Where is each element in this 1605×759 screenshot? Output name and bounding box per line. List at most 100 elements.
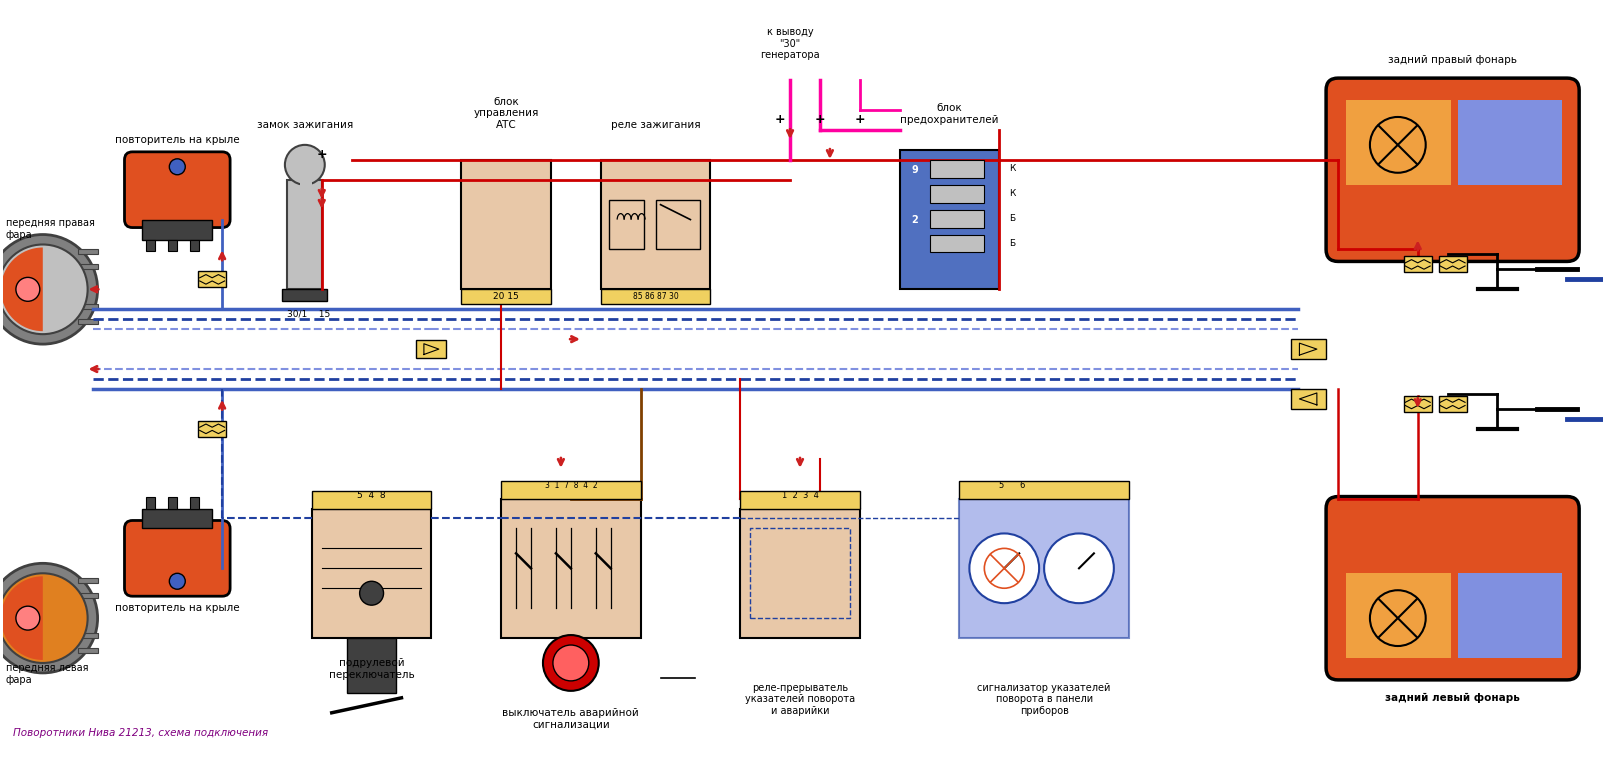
Text: 20 15: 20 15 (493, 291, 518, 301)
FancyBboxPatch shape (461, 289, 551, 304)
FancyBboxPatch shape (1457, 100, 1562, 184)
Text: подрулевой
переключатель: подрулевой переключатель (329, 658, 414, 679)
FancyBboxPatch shape (169, 240, 177, 251)
Text: передняя правая
фара: передняя правая фара (6, 218, 95, 240)
FancyBboxPatch shape (958, 480, 1128, 499)
FancyBboxPatch shape (1403, 257, 1430, 272)
FancyBboxPatch shape (77, 578, 98, 583)
Text: передняя левая
фара: передняя левая фара (6, 663, 88, 685)
FancyBboxPatch shape (282, 289, 326, 301)
Text: сигнализатор указателей
поворота в панели
приборов: сигнализатор указателей поворота в панел… (977, 683, 1111, 716)
Text: 3  1  7  8  4  2: 3 1 7 8 4 2 (544, 481, 597, 490)
Wedge shape (2, 247, 43, 331)
FancyBboxPatch shape (501, 480, 640, 499)
Circle shape (16, 606, 40, 630)
FancyBboxPatch shape (1403, 396, 1430, 412)
FancyBboxPatch shape (929, 209, 984, 228)
FancyBboxPatch shape (929, 160, 984, 178)
Text: +: + (814, 113, 825, 127)
Text: реле-прерыватель
указателей поворота
и аварийки: реле-прерыватель указателей поворота и а… (745, 683, 854, 716)
FancyBboxPatch shape (347, 638, 396, 693)
Text: 5      6: 5 6 (998, 481, 1026, 490)
FancyBboxPatch shape (899, 150, 998, 289)
Text: реле зажигания: реле зажигания (610, 120, 700, 130)
Text: Б: Б (1008, 214, 1014, 223)
FancyBboxPatch shape (143, 219, 212, 240)
FancyBboxPatch shape (311, 490, 432, 509)
FancyBboxPatch shape (416, 340, 446, 358)
Text: Б: Б (1008, 239, 1014, 248)
Text: к выводу
"30"
генератора: к выводу "30" генератора (759, 27, 819, 60)
Text: задний правый фонарь: задний правый фонарь (1387, 55, 1517, 65)
FancyBboxPatch shape (1290, 389, 1324, 409)
FancyBboxPatch shape (77, 320, 98, 324)
FancyBboxPatch shape (311, 509, 432, 638)
FancyBboxPatch shape (1345, 573, 1449, 658)
FancyBboxPatch shape (929, 235, 984, 253)
Text: +: + (774, 113, 785, 127)
FancyBboxPatch shape (287, 180, 321, 289)
FancyBboxPatch shape (958, 499, 1128, 638)
Text: 1  2  3  4: 1 2 3 4 (782, 491, 819, 500)
FancyBboxPatch shape (146, 496, 156, 509)
Text: задний левый фонарь: задний левый фонарь (1385, 693, 1518, 703)
Circle shape (0, 563, 98, 673)
Text: блок
предохранителей: блок предохранителей (900, 103, 998, 125)
Text: Поворотники Нива 21213, схема подключения: Поворотники Нива 21213, схема подключени… (13, 728, 268, 738)
FancyBboxPatch shape (1290, 339, 1324, 359)
FancyBboxPatch shape (1438, 257, 1465, 272)
FancyBboxPatch shape (197, 420, 226, 436)
FancyBboxPatch shape (125, 152, 230, 228)
FancyBboxPatch shape (600, 289, 709, 304)
Text: замок зажигания: замок зажигания (257, 120, 353, 130)
FancyBboxPatch shape (125, 521, 230, 597)
Text: блок
управления
АТС: блок управления АТС (473, 96, 538, 130)
Circle shape (169, 159, 185, 175)
FancyBboxPatch shape (77, 633, 98, 638)
FancyBboxPatch shape (740, 509, 859, 638)
FancyBboxPatch shape (1326, 496, 1578, 680)
Circle shape (969, 534, 1038, 603)
Circle shape (542, 635, 599, 691)
FancyBboxPatch shape (1345, 100, 1449, 184)
FancyBboxPatch shape (189, 496, 199, 509)
Text: +: + (854, 113, 865, 127)
FancyBboxPatch shape (501, 499, 640, 638)
FancyBboxPatch shape (146, 240, 156, 251)
FancyBboxPatch shape (77, 304, 98, 309)
FancyBboxPatch shape (461, 160, 551, 289)
FancyBboxPatch shape (143, 509, 212, 528)
FancyBboxPatch shape (740, 490, 859, 509)
Text: 5  4  8: 5 4 8 (356, 491, 385, 500)
Text: выключатель аварийной
сигнализации: выключатель аварийной сигнализации (502, 708, 639, 729)
Text: 2: 2 (910, 215, 918, 225)
FancyBboxPatch shape (189, 240, 199, 251)
Circle shape (0, 235, 98, 344)
Circle shape (169, 573, 185, 589)
Bar (300, 150, 311, 190)
FancyBboxPatch shape (1326, 78, 1578, 261)
FancyBboxPatch shape (77, 594, 98, 598)
Text: К: К (1008, 164, 1014, 173)
FancyBboxPatch shape (169, 496, 177, 509)
Circle shape (0, 244, 88, 334)
FancyBboxPatch shape (77, 648, 98, 653)
Text: К: К (1008, 189, 1014, 198)
Circle shape (0, 573, 88, 663)
Text: 9: 9 (910, 165, 918, 175)
Wedge shape (2, 576, 43, 660)
FancyBboxPatch shape (1457, 573, 1562, 658)
FancyBboxPatch shape (1438, 396, 1465, 412)
FancyBboxPatch shape (197, 272, 226, 288)
Text: повторитель на крыле: повторитель на крыле (116, 135, 239, 145)
Circle shape (16, 277, 40, 301)
Text: повторитель на крыле: повторитель на крыле (116, 603, 239, 613)
Text: 85 86 87 30: 85 86 87 30 (632, 291, 677, 301)
Circle shape (552, 645, 589, 681)
Circle shape (284, 145, 324, 184)
Circle shape (360, 581, 384, 605)
Text: +: + (316, 148, 327, 162)
FancyBboxPatch shape (929, 184, 984, 203)
FancyBboxPatch shape (600, 160, 709, 289)
FancyBboxPatch shape (77, 250, 98, 254)
